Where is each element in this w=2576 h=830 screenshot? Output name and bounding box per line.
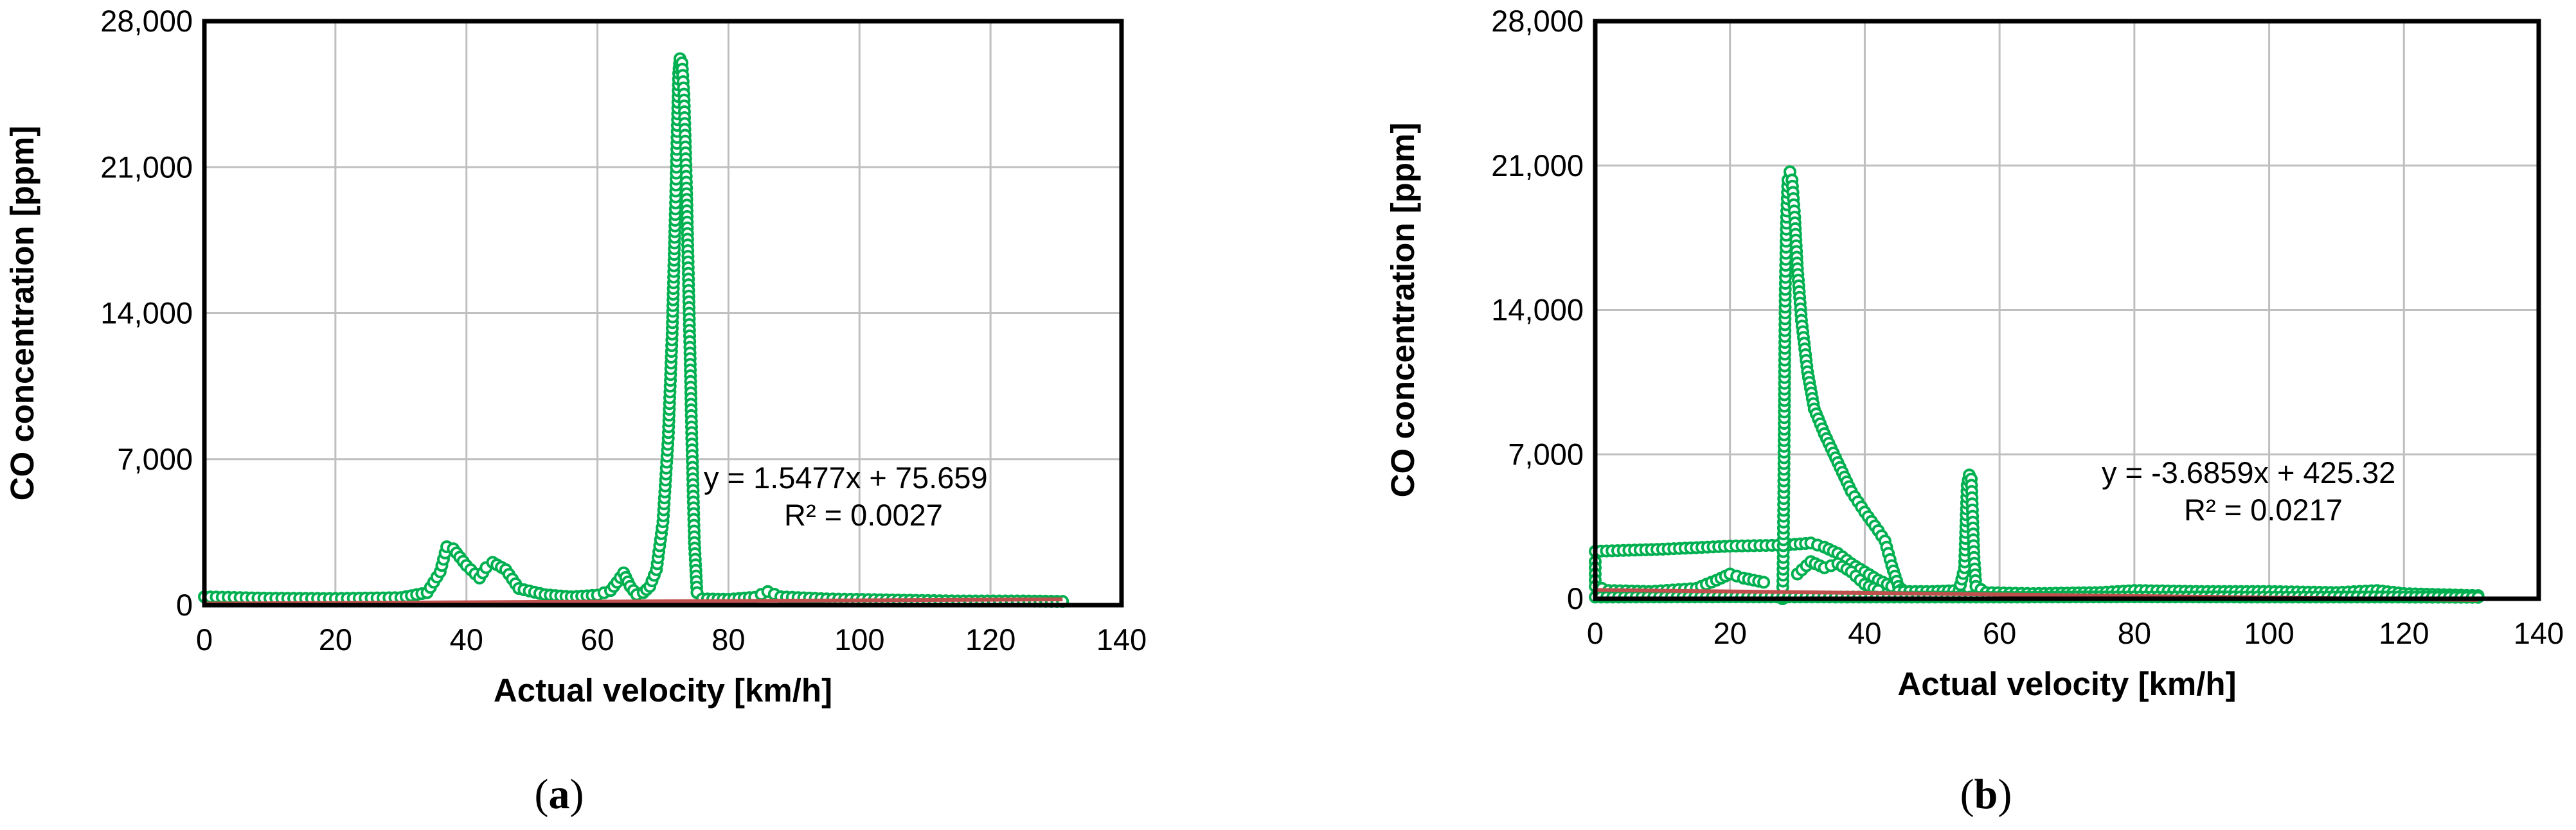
- x-tick-label: 140: [1096, 622, 1147, 657]
- x-tick-label: 100: [2244, 616, 2294, 650]
- r-squared-label: R² = 0.0217: [2184, 493, 2343, 527]
- x-tick-label: 20: [1713, 616, 1747, 650]
- chart-panel-b: 0 20 40 60 80 100 120 140 0 7,000 14,000 21,000 28,0…: [1384, 4, 2564, 818]
- y-axis-title: CO concentration [ppm]: [1384, 123, 1421, 498]
- y-tick-label: 14,000: [100, 296, 193, 330]
- x-tick-label: 40: [1848, 616, 1881, 650]
- panel-label: (b): [1960, 771, 2012, 818]
- x-axis-title: Actual velocity [km/h]: [494, 672, 832, 709]
- y-tick-label: 28,000: [100, 4, 193, 38]
- x-tick-label: 80: [2118, 616, 2151, 650]
- y-tick-label: 21,000: [100, 150, 193, 184]
- x-tick-label: 0: [196, 622, 213, 657]
- data-point: [1757, 576, 1771, 589]
- y-tick-label: 7,000: [1508, 437, 1584, 471]
- r-squared-label: R² = 0.0027: [784, 498, 943, 532]
- y-tick-label: 0: [1567, 581, 1584, 615]
- y-tick-label: 7,000: [117, 442, 193, 476]
- x-tick-label: 0: [1587, 616, 1604, 650]
- x-axis-title: Actual velocity [km/h]: [1897, 666, 2236, 702]
- plot-frame: [1593, 19, 2541, 601]
- y-tick-label: 21,000: [1491, 148, 1584, 182]
- y-tick-label: 28,000: [1491, 4, 1584, 38]
- data-series: [198, 52, 1069, 608]
- panel-label: (a): [535, 771, 584, 818]
- x-tick-label: 40: [450, 622, 483, 657]
- trendline-equation: y = -3.6859x + 425.32: [2102, 455, 2395, 490]
- trendline-equation: y = 1.5477x + 75.659: [704, 461, 988, 495]
- x-tick-label: 80: [711, 622, 745, 657]
- x-tick-label: 120: [2379, 616, 2429, 650]
- trendline: [204, 597, 1063, 606]
- y-tick-label: 0: [176, 588, 193, 622]
- y-axis-title: CO concentration [ppm]: [4, 126, 40, 501]
- x-tick-label: 140: [2514, 616, 2564, 650]
- x-tick-label: 20: [319, 622, 352, 657]
- x-tick-label: 100: [834, 622, 884, 657]
- chart-panel-a: 0 20 40 60 80 100 120 140 0 7,000 14,000 21,000 28,0…: [4, 4, 1147, 818]
- x-tick-label: 60: [580, 622, 614, 657]
- x-tick-label: 60: [1983, 616, 2016, 650]
- x-tick-label: 120: [965, 622, 1015, 657]
- plot-frame: [202, 19, 1124, 608]
- y-tick-label: 14,000: [1491, 293, 1584, 327]
